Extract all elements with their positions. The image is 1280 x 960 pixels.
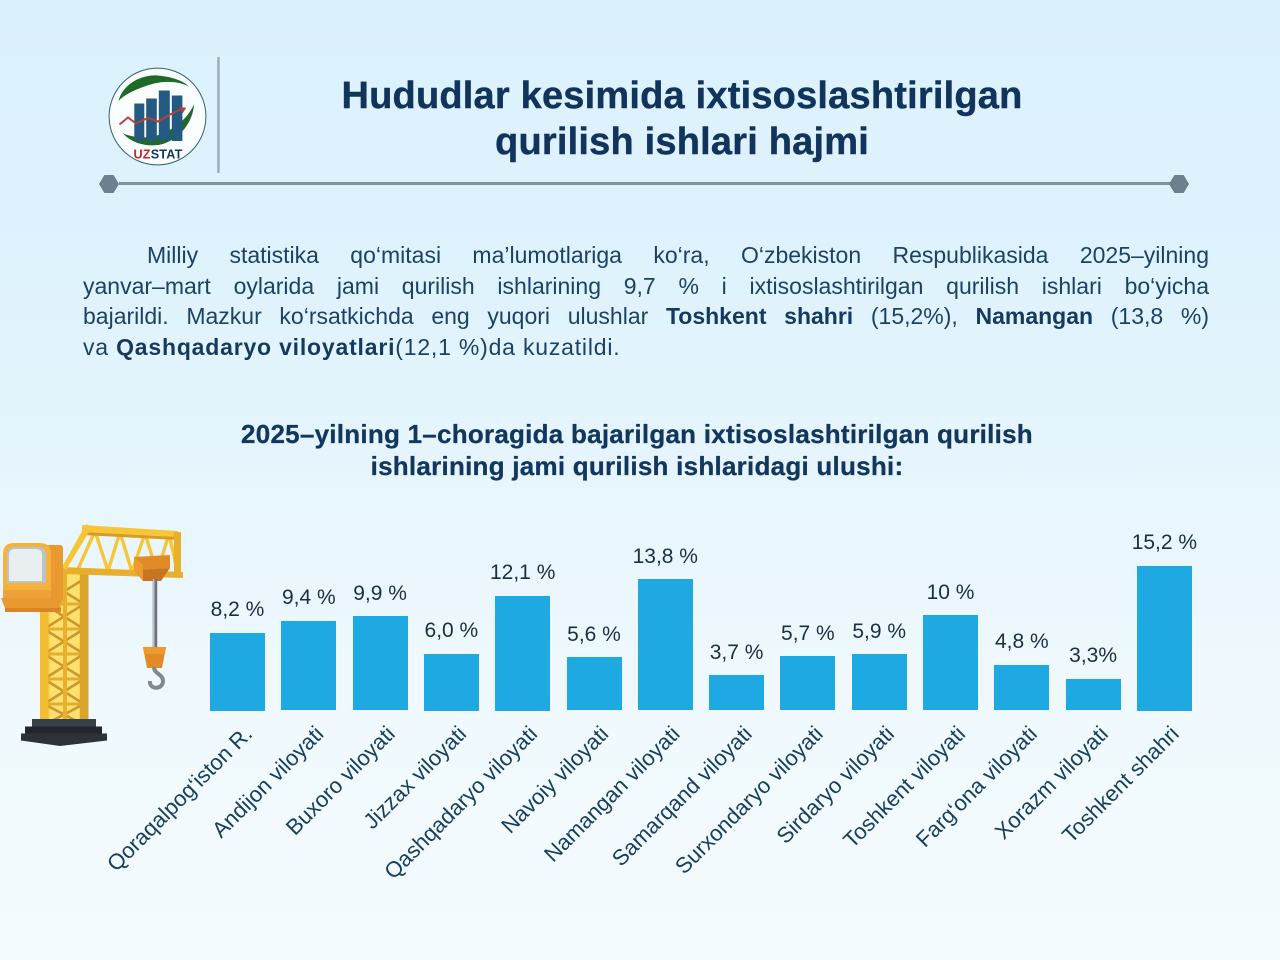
svg-text:UZSTAT: UZSTAT (133, 148, 182, 162)
